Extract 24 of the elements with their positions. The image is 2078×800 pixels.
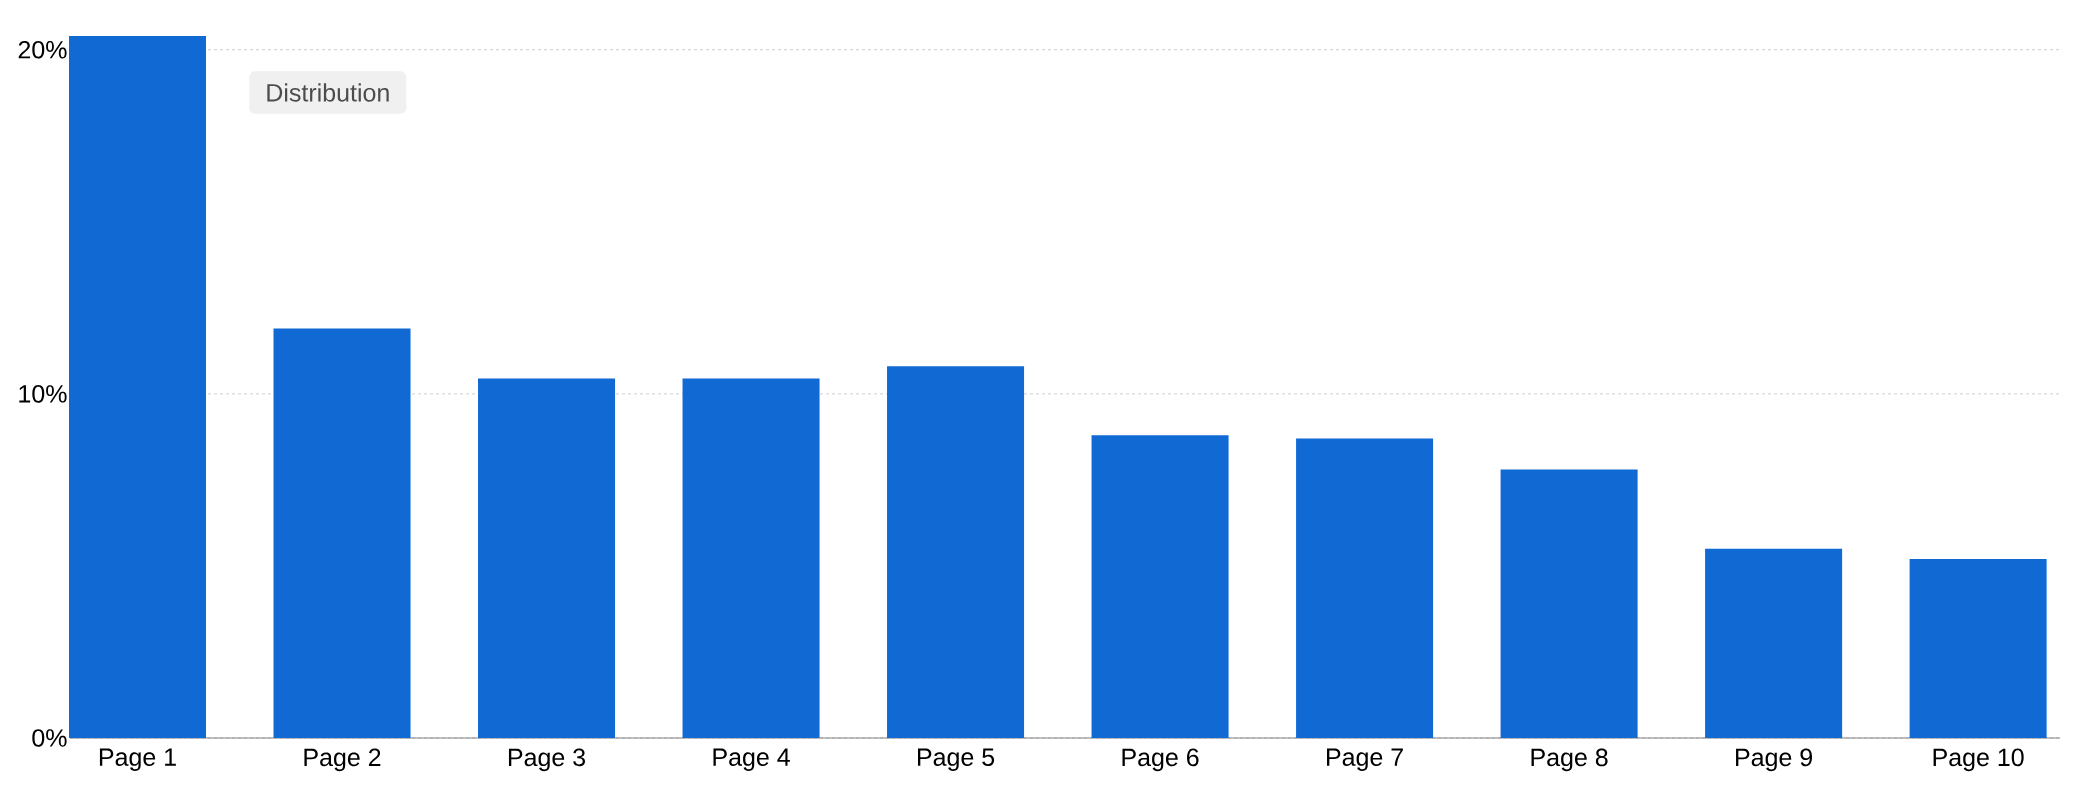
x-tick-label: Page 6: [1122, 748, 1199, 772]
x-tick-label: Page 4: [713, 748, 790, 771]
bar: [478, 378, 616, 738]
bar: [1091, 435, 1229, 738]
x-tick-label: Page 8: [1531, 748, 1608, 772]
bar: [1909, 559, 2047, 738]
x-tick-label: Page 3: [508, 748, 586, 772]
y-tick-label: 0%: [32, 729, 67, 747]
bar: [1705, 548, 1843, 738]
x-tick-label: Page 2: [304, 748, 381, 772]
x-tick-label: Page 9: [1736, 748, 1812, 772]
bar: [1296, 438, 1434, 738]
y-tick-label: 20%: [18, 40, 67, 59]
x-tick-label: Page 1: [99, 748, 176, 771]
bar: [68, 35, 207, 738]
x-tick-label: Page 10: [1933, 748, 2024, 772]
bar: [682, 378, 820, 738]
bar: [273, 328, 411, 738]
x-tick-label: Page 5: [917, 748, 995, 771]
x-tick-label: Page 7: [1327, 748, 1403, 771]
bar: [887, 366, 1025, 738]
y-tick-label: 10%: [19, 385, 67, 403]
bar: [1500, 469, 1638, 738]
annotation: Distribution: [267, 83, 389, 102]
